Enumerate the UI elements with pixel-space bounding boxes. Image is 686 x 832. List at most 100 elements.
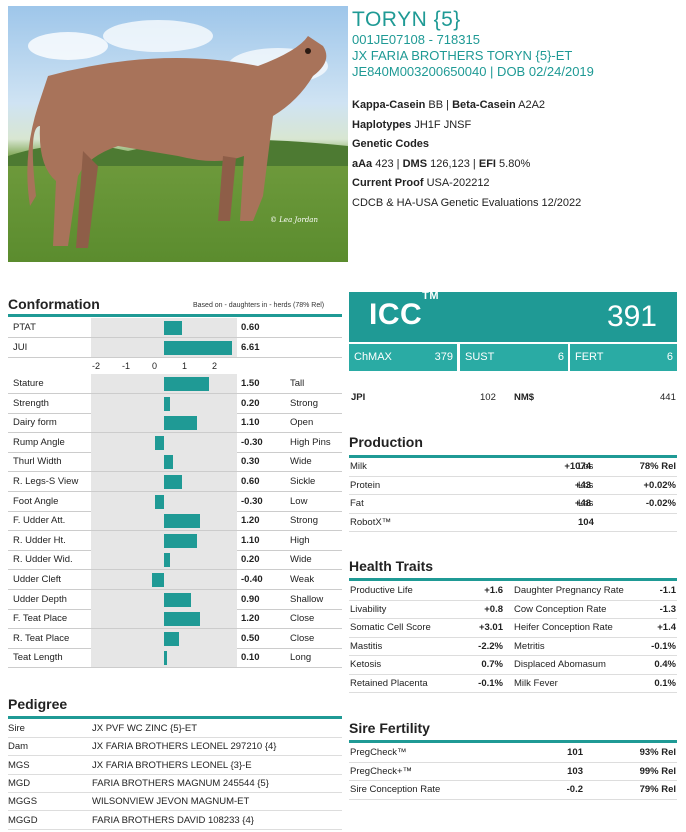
pedigree-ancestor: WILSONVIEW JEVON MAGNUM-ET (92, 796, 250, 808)
pedigree-row: Dam JX FARIA BROTHERS LEONEL 297210 {4} (8, 738, 342, 757)
beta-value: A2A2 (518, 99, 546, 111)
haplotypes-line: Haplotypes JH1F JNSF (352, 116, 682, 136)
trait-bar (164, 553, 170, 568)
row-divider (8, 491, 342, 492)
row-divider (8, 667, 342, 669)
kappa-label: Kappa-Casein (352, 99, 426, 111)
conformation-row: R. Legs-S View 0.60 Sickle (8, 472, 342, 492)
efi-value: 5.80% (499, 157, 531, 170)
trait-bar (164, 612, 200, 627)
trait-value: 0.30 (241, 456, 260, 468)
trait-descriptor: Wide (290, 554, 312, 566)
trait-bar (164, 396, 170, 411)
health-row: Ketosis 0.7% Displaced Abomasum 0.4% (349, 656, 677, 675)
trait-descriptor: Tall (290, 378, 305, 389)
production-row: Milk +1074 Lbs 78% Rel (349, 458, 677, 477)
conformation-note: Based on - daughters in - herds (78% Rel… (193, 302, 325, 309)
pedigree-row: MGS JX FARIA BROTHERS LEONEL {3}-E (8, 757, 342, 775)
trait-descriptor: Wide (290, 456, 312, 468)
trait-descriptor: Close (290, 613, 315, 625)
pedigree-ancestor: FARIA BROTHERS DAVID 108233 {4} (92, 814, 254, 826)
trait-label: PTAT (13, 322, 36, 333)
trait-label: Teat Length (13, 652, 63, 664)
trait-bar (164, 514, 200, 529)
pedigree-relation: MGGD (8, 814, 38, 826)
trait-descriptor: Close (290, 632, 315, 644)
production-rel: 78% Rel (639, 461, 676, 472)
trait-value: 0.60 (241, 322, 260, 333)
proof-line: Current Proof USA-202212 (352, 174, 682, 194)
trait-value: 0.20 (241, 554, 260, 566)
health-trait: Ketosis (350, 659, 382, 670)
production-title: Production (349, 434, 423, 450)
fertility-trait: PregCheck+™ (350, 765, 413, 777)
row-divider (8, 549, 342, 551)
fertility-rel: 93% Rel (639, 747, 676, 758)
jpi-label: JPI (351, 392, 366, 403)
trait-bar (164, 416, 197, 431)
bull-name: TORYN {5} (352, 8, 461, 31)
health-rule (349, 578, 677, 581)
trait-label: R. Teat Place (13, 632, 70, 644)
icc-value: 391 (606, 300, 657, 333)
conformation-row: R. Udder Wid. 0.20 Wide (8, 550, 342, 570)
fertility-rel: 79% Rel (639, 784, 676, 795)
trait-bar (164, 341, 232, 355)
production-value: +1074 (564, 461, 591, 472)
conformation-row: Foot Angle -0.30 Low (8, 491, 342, 512)
row-divider (8, 451, 342, 453)
health-title: Health Traits (349, 558, 434, 574)
bull-id-line: 001JE07108 - 718315 (352, 32, 480, 47)
production-unit: Lbs (578, 479, 594, 491)
conformation-row: Strength 0.20 Strong (8, 393, 342, 414)
trait-label: Udder Depth (13, 593, 67, 605)
trait-value: 1.50 (241, 378, 260, 389)
trait-value: 0.90 (241, 593, 260, 605)
aaa-label: aAa (352, 157, 373, 170)
pedigree-relation: MGD (8, 777, 31, 789)
trait-value: -0.40 (241, 574, 263, 585)
conformation-title: Conformation (8, 296, 100, 312)
row-divider (8, 628, 342, 630)
conformation-row: R. Udder Ht. 1.10 High (8, 530, 342, 551)
health-value: -1.3 (659, 603, 676, 615)
health-value: +3.01 (478, 622, 503, 633)
trait-value: -0.30 (241, 495, 263, 507)
trait-descriptor: Long (290, 652, 312, 664)
conformation-row: Thurl Width 0.30 Wide (8, 452, 342, 472)
trait-bar (155, 494, 164, 509)
row-divider (8, 412, 342, 414)
trait-value: 1.10 (241, 417, 260, 429)
icc-index-box: ICCTM 391 (349, 290, 677, 342)
health-value: -1.1 (659, 585, 676, 596)
icc-subindex: SUST 6 (460, 344, 568, 371)
row-divider (8, 393, 342, 394)
axis-tick-label: 0 (152, 361, 158, 371)
trait-label: Rump Angle (13, 436, 65, 448)
health-trait: Cow Conception Rate (514, 603, 607, 615)
conformation-row: PTAT 0.60 (8, 318, 342, 338)
photo-credit: © Lea Jordan (270, 216, 318, 224)
production-trait: RobotX™ (350, 516, 392, 528)
fertility-value: -0.2 (566, 784, 583, 795)
icc-subindex: FERT 6 (570, 344, 677, 371)
trait-descriptor: High (290, 534, 310, 546)
trait-bar (164, 631, 179, 646)
trait-descriptor: High Pins (290, 436, 331, 448)
conformation-row: JUI 6.61 (8, 338, 342, 358)
proof-label: Current Proof (352, 177, 424, 189)
subindex-label: ChMAX (354, 351, 392, 363)
haplotypes-value: JH1F JNSF (414, 118, 472, 131)
pedigree-ancestor: JX FARIA BROTHERS LEONEL 297210 {4} (92, 741, 277, 753)
health-row: Mastitis -2.2% Metritis -0.1% (349, 638, 677, 656)
subindex-label: FERT (575, 351, 604, 363)
health-trait: Mastitis (350, 640, 383, 652)
trait-bar (155, 435, 164, 450)
conformation-row: Udder Depth 0.90 Shallow (8, 589, 342, 610)
trait-bar (164, 377, 209, 391)
genetic-codes-line: Genetic Codes (352, 135, 682, 155)
trait-descriptor: Low (290, 495, 308, 507)
row-divider (8, 357, 342, 358)
production-row: RobotX™ 104 (349, 514, 677, 532)
trait-bar (152, 573, 164, 587)
